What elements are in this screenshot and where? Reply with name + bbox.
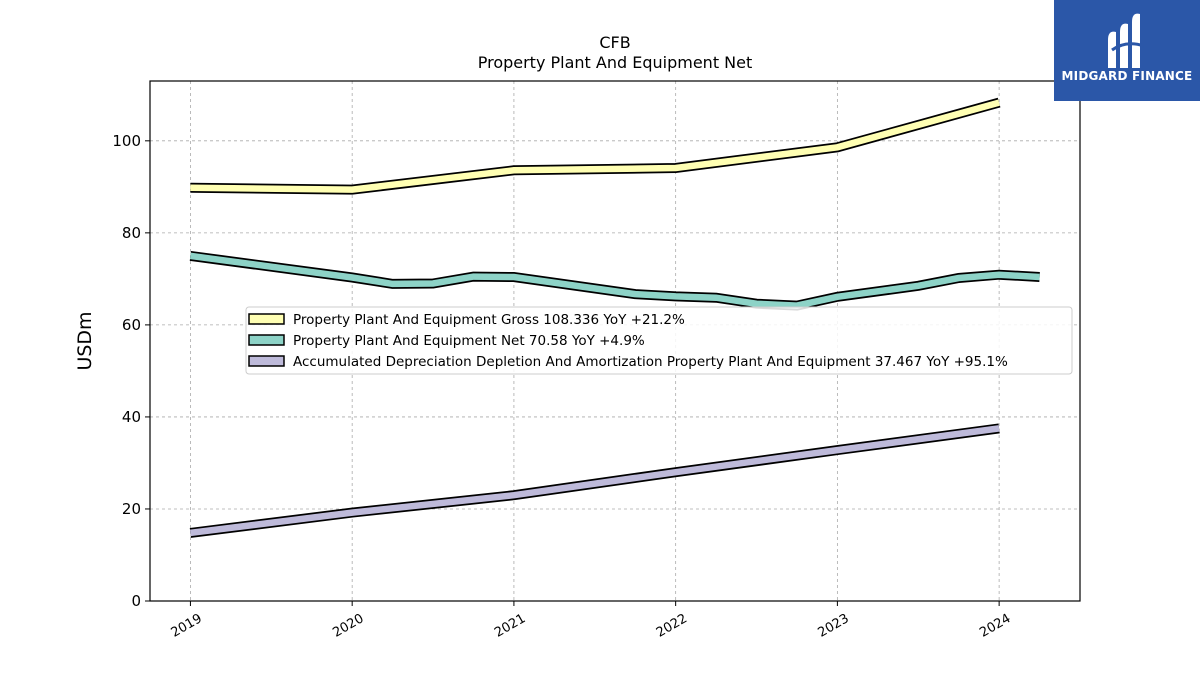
x-tick-label: 2022 bbox=[654, 611, 690, 641]
legend-swatch-2 bbox=[248, 355, 285, 367]
legend-label-0: Property Plant And Equipment Gross 108.3… bbox=[293, 312, 685, 328]
series-line-1 bbox=[189, 252, 1040, 309]
x-tick-label: 2023 bbox=[816, 611, 852, 641]
x-tick-label: 2020 bbox=[330, 611, 366, 641]
series-line-2 bbox=[189, 425, 1000, 537]
logo: MIDGARD FINANCE bbox=[1054, 0, 1200, 101]
x-tick-label: 2024 bbox=[977, 611, 1013, 641]
x-tick-label: 2021 bbox=[492, 611, 528, 641]
legend: Property Plant And Equipment Gross 108.3… bbox=[245, 306, 1073, 375]
y-tick-label: 40 bbox=[122, 408, 141, 426]
series-line-0 bbox=[190, 99, 1000, 193]
y-tick-label: 60 bbox=[122, 316, 141, 334]
plot-frame bbox=[149, 80, 1081, 602]
legend-label-1: Property Plant And Equipment Net 70.58 Y… bbox=[293, 333, 645, 349]
chart-subtitle: Property Plant And Equipment Net bbox=[478, 53, 753, 72]
midgard-logo-icon bbox=[1108, 13, 1145, 68]
logo-text: MIDGARD FINANCE bbox=[1061, 69, 1193, 83]
x-tick-label: 2019 bbox=[169, 611, 205, 641]
series-layer bbox=[189, 97, 1040, 538]
y-axis: 0 20 40 60 80 100 bbox=[112, 132, 150, 610]
y-axis-label: USDm bbox=[74, 311, 96, 370]
series-outline-0 bbox=[190, 97, 1001, 195]
y-tick-label: 0 bbox=[131, 592, 141, 610]
y-tick-label: 80 bbox=[122, 224, 141, 242]
series-outline-1 bbox=[189, 250, 1040, 311]
legend-swatch-0 bbox=[248, 313, 285, 325]
legend-swatch-1 bbox=[248, 334, 285, 346]
x-axis: 2019 2020 2021 2022 2023 2024 bbox=[169, 601, 1013, 641]
legend-label-2: Accumulated Depreciation Depletion And A… bbox=[293, 354, 1008, 370]
legend-box bbox=[245, 306, 1073, 375]
y-tick-label: 20 bbox=[122, 500, 141, 518]
chart-title: CFB bbox=[599, 33, 630, 52]
y-tick-label: 100 bbox=[112, 132, 141, 150]
